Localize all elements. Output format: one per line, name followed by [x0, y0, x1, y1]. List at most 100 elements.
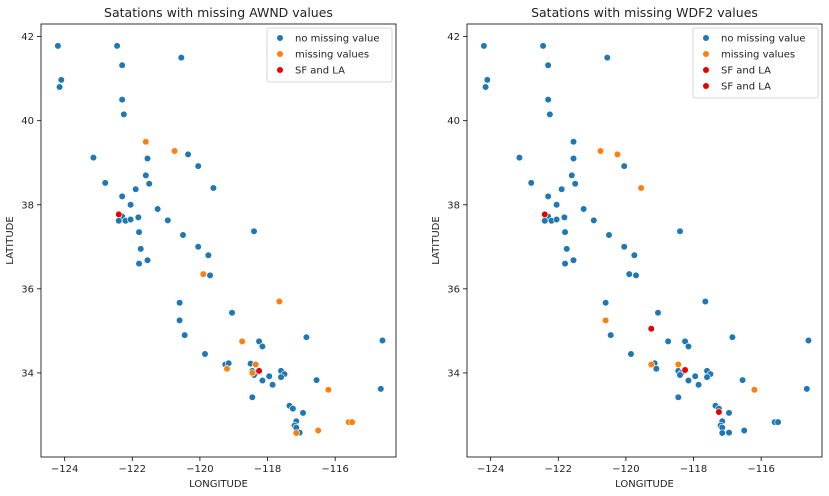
y-axis-label: LATITUDE [431, 216, 442, 264]
data-point [101, 179, 109, 187]
data-point [620, 243, 628, 251]
legend-marker [702, 66, 710, 74]
data-point [126, 215, 135, 224]
data-point [654, 309, 662, 317]
legend-marker [276, 66, 284, 74]
y-tick-label: 40 [447, 116, 460, 127]
data-point [613, 150, 622, 158]
y-axis-label: LATITUDE [5, 216, 16, 264]
y-tick-label: 40 [21, 116, 34, 127]
data-point [324, 386, 332, 394]
data-point [184, 150, 192, 158]
data-point [602, 299, 610, 307]
data-point [602, 316, 610, 324]
y-tick-label: 38 [447, 200, 460, 211]
data-point [252, 360, 260, 369]
x-axis-label: LONGITUDE [189, 479, 248, 490]
data-point [590, 216, 598, 224]
data-point [55, 83, 64, 91]
chart-wdf2: Satations with missing WDF2 values −124 −1… [431, 5, 823, 490]
legend-marker [702, 50, 710, 58]
data-point [544, 96, 552, 104]
data-point [552, 215, 561, 224]
x-tick-label: −120 [186, 464, 213, 475]
data-point [312, 376, 321, 384]
data-point [258, 342, 267, 351]
data-point [605, 231, 613, 239]
data-point [181, 331, 189, 339]
data-point [515, 154, 524, 162]
data-point [804, 336, 813, 345]
x-tick-label: −120 [612, 464, 639, 475]
x-tick-label: −116 [321, 464, 348, 475]
data-point [250, 227, 258, 235]
data-point [652, 365, 660, 373]
data-point [571, 180, 579, 188]
series-1 [596, 147, 758, 394]
data-point [209, 184, 218, 192]
data-point [348, 418, 356, 426]
legend-marker [702, 34, 710, 42]
x-tick-label: −124 [477, 464, 504, 475]
series-0 [480, 42, 813, 437]
data-point [126, 201, 135, 209]
data-point [299, 409, 307, 417]
legend-box [266, 27, 393, 83]
data-point [664, 337, 672, 345]
chart-title: Satations with missing WDF2 values [531, 5, 758, 20]
data-point [544, 192, 552, 200]
data-point [483, 76, 491, 84]
data-point [201, 350, 209, 358]
data-point [135, 228, 143, 236]
data-point [199, 270, 207, 278]
data-point [580, 205, 588, 213]
data-point [568, 171, 576, 179]
data-point [527, 179, 535, 187]
data-point [118, 192, 126, 200]
series-2 [541, 210, 655, 333]
data-point [681, 366, 689, 374]
data-point [132, 185, 140, 193]
x-tick-label: −116 [747, 464, 774, 475]
legend-label: no missing value [721, 34, 806, 45]
data-point [738, 376, 747, 384]
y-tick-label: 42 [21, 32, 34, 43]
data-point [674, 393, 682, 401]
data-point [480, 42, 488, 50]
data-point [544, 61, 552, 69]
data-point [681, 337, 689, 345]
data-point [569, 154, 578, 163]
data-point [176, 316, 184, 324]
data-point [569, 256, 578, 264]
legend-label: no missing value [295, 34, 380, 45]
data-point [569, 138, 578, 146]
data-point [57, 76, 65, 84]
data-point [684, 342, 693, 351]
data-point [774, 418, 782, 426]
y-tick-label: 38 [21, 200, 34, 211]
data-point [632, 271, 640, 279]
data-point [740, 426, 748, 435]
data-point [725, 429, 733, 437]
data-point [728, 333, 737, 341]
data-point [560, 213, 568, 221]
data-point [314, 426, 322, 435]
data-point [170, 147, 179, 155]
data-point [558, 185, 566, 193]
data-point [377, 385, 385, 393]
data-point [194, 162, 202, 170]
data-point [647, 325, 655, 333]
data-point [176, 299, 184, 307]
data-point [481, 83, 490, 91]
data-point [137, 245, 145, 253]
series-2 [115, 210, 263, 375]
data-point [684, 376, 693, 385]
data-point [691, 372, 699, 380]
legend-label: SF and LA [721, 82, 771, 93]
legend-marker [276, 34, 284, 42]
data-point [54, 42, 62, 50]
data-point [725, 409, 733, 417]
data-point [546, 110, 554, 118]
data-point [135, 260, 143, 268]
data-point [118, 61, 126, 69]
